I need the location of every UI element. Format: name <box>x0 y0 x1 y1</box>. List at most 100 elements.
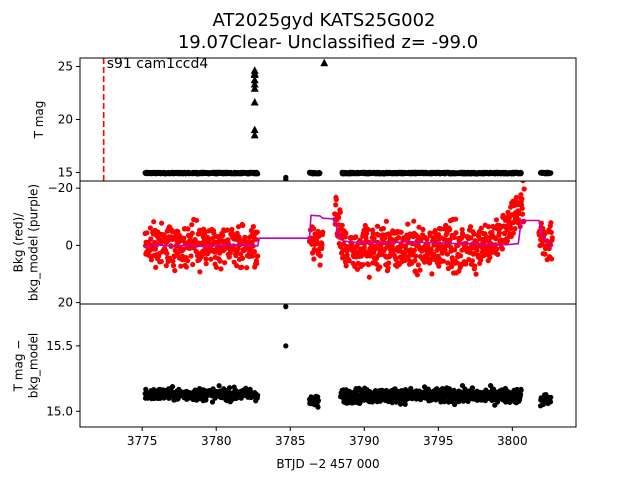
upper-limit-point <box>250 84 259 92</box>
data-point <box>425 251 431 257</box>
data-point <box>459 227 465 233</box>
data-point <box>147 225 153 231</box>
data-point <box>447 237 453 243</box>
data-point <box>389 243 395 249</box>
data-point <box>151 219 157 225</box>
data-point <box>440 258 446 264</box>
data-point <box>319 242 325 248</box>
data-point <box>343 263 349 269</box>
data-point <box>413 253 419 259</box>
data-point <box>253 236 259 242</box>
data-point <box>194 217 200 223</box>
data-point <box>439 386 445 392</box>
y-axis-label: bkg_model (purple) <box>27 184 41 301</box>
data-point <box>216 383 222 389</box>
data-point <box>542 251 548 257</box>
data-point <box>163 263 169 269</box>
data-point <box>417 267 423 273</box>
data-point <box>159 220 165 226</box>
data-point <box>418 237 424 243</box>
y-tick-label: 25 <box>58 59 73 73</box>
data-point <box>333 202 339 208</box>
y-axis-label: Bkg (red)/ <box>12 212 26 273</box>
data-point <box>548 220 554 226</box>
data-point <box>317 253 323 259</box>
upper-limit-point <box>250 80 259 88</box>
data-point <box>239 264 245 270</box>
data-point <box>510 230 516 236</box>
data-point <box>175 229 181 235</box>
data-point <box>518 391 524 397</box>
data-point <box>227 385 233 391</box>
data-point <box>317 170 323 176</box>
data-point <box>431 252 437 258</box>
data-point <box>493 217 500 223</box>
data-point <box>424 236 430 243</box>
data-point <box>378 242 384 248</box>
data-point <box>209 399 216 405</box>
data-point <box>315 398 321 404</box>
y-axis-label: T mag − <box>12 340 26 393</box>
data-point <box>415 262 421 268</box>
data-point <box>449 263 455 270</box>
data-point <box>486 224 492 230</box>
data-point <box>453 230 459 236</box>
data-point <box>375 232 382 238</box>
data-point <box>197 269 203 275</box>
data-point <box>519 205 525 211</box>
data-point <box>453 216 459 222</box>
data-point <box>169 384 176 390</box>
data-point <box>336 215 342 221</box>
data-point <box>148 236 154 242</box>
data-point <box>337 209 343 215</box>
data-point <box>495 251 501 257</box>
data-point <box>344 252 350 258</box>
data-point <box>203 261 209 267</box>
data-point <box>254 229 260 235</box>
data-point <box>358 253 364 259</box>
x-tick-label: 3775 <box>127 434 158 448</box>
data-point <box>167 255 173 261</box>
data-point <box>452 247 458 253</box>
data-point <box>489 229 495 236</box>
data-point <box>458 253 464 259</box>
y-tick-label: 20 <box>58 113 73 127</box>
data-point <box>346 258 352 264</box>
data-point <box>504 227 510 233</box>
data-point <box>452 401 458 408</box>
data-point <box>283 343 289 349</box>
upper-limit-point <box>250 130 259 139</box>
data-point <box>364 231 370 237</box>
data-point <box>315 404 321 410</box>
data-point <box>420 226 426 233</box>
data-point <box>411 247 417 253</box>
data-point <box>188 253 194 259</box>
data-point <box>508 225 514 231</box>
data-point <box>224 227 230 233</box>
data-point <box>444 251 450 257</box>
data-point <box>481 252 487 258</box>
data-point <box>432 228 438 234</box>
data-point <box>255 392 261 398</box>
data-point <box>189 222 195 228</box>
data-point <box>471 231 477 237</box>
data-point <box>360 262 366 268</box>
data-point <box>396 235 402 241</box>
data-point <box>343 230 349 236</box>
data-point <box>185 258 191 264</box>
data-point <box>472 263 478 269</box>
data-point <box>242 234 248 240</box>
y-axis-label: T mag <box>32 101 46 140</box>
data-point <box>244 265 250 271</box>
data-point <box>520 181 526 184</box>
data-point <box>442 247 448 253</box>
data-point <box>234 263 240 269</box>
data-point <box>208 256 214 262</box>
data-point <box>158 258 164 265</box>
chart-title-line2: 19.07Clear- Unclassified z= -99.0 <box>178 32 478 53</box>
data-point <box>521 186 527 192</box>
y-axis-label: bkg_model <box>27 333 41 399</box>
y-tick-label: 15 <box>58 166 73 180</box>
data-point <box>220 232 226 238</box>
